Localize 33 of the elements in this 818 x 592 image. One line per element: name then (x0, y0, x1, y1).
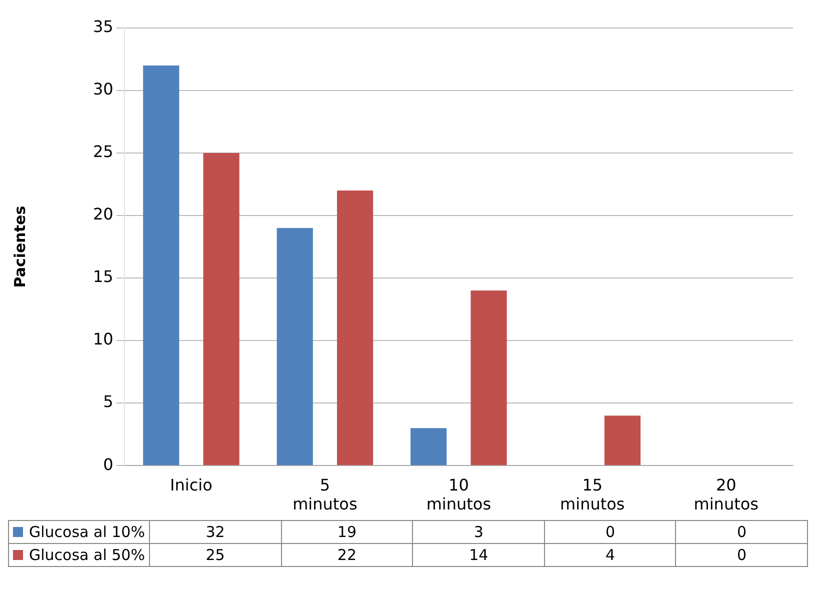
bar (143, 66, 180, 466)
x-tick-label: 5 minutos (292, 475, 358, 514)
bar (604, 416, 641, 466)
y-tick-label: 35 (93, 17, 114, 36)
data-label: 0 (544, 520, 676, 544)
data-label: 22 (281, 544, 413, 566)
data-label: 32 (149, 520, 282, 544)
data-label: 19 (281, 520, 413, 544)
bar (410, 428, 447, 466)
x-tick-label: 15 minutos (560, 475, 625, 514)
data-label: 4 (544, 544, 676, 566)
y-axis-title: Pacientes (10, 206, 29, 288)
data-label: 3 (412, 520, 544, 544)
y-tick-label: 20 (93, 204, 114, 224)
x-tick-label: Inicio (170, 475, 212, 494)
data-label: 0 (676, 544, 808, 566)
y-tick-label: 30 (93, 80, 114, 99)
bar (336, 190, 374, 466)
y-tick-label: 25 (93, 142, 114, 162)
bar (276, 228, 313, 466)
bar (203, 153, 240, 466)
data-label: 25 (149, 544, 282, 566)
y-tick-label: 5 (103, 392, 114, 412)
legend-label: Glucosa al 50% (29, 546, 145, 564)
y-tick-label: 0 (103, 454, 114, 474)
bar (470, 290, 507, 466)
y-tick-label: 15 (93, 267, 114, 286)
data-label: 14 (412, 544, 544, 566)
legend-label: Glucosa al 10% (29, 523, 145, 541)
y-tick-label: 10 (93, 330, 114, 349)
x-tick-label: 10 minutos (426, 475, 492, 514)
data-label: 0 (676, 520, 808, 544)
x-tick-label: 20 minutos (694, 475, 758, 514)
